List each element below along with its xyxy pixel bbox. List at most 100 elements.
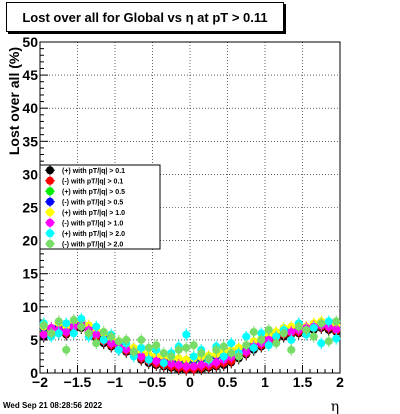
data-point	[39, 321, 48, 330]
data-point	[62, 319, 71, 328]
legend-box	[39, 164, 161, 250]
y-tick-label: 25	[22, 200, 38, 216]
data-point	[294, 322, 303, 331]
data-point	[77, 322, 86, 331]
y-tick-label: 20	[22, 233, 38, 249]
data-point	[69, 322, 78, 331]
legend-entry: (-) with pT/|q| > 1.0	[62, 220, 123, 227]
data-point	[92, 322, 101, 331]
data-point	[92, 330, 101, 339]
y-tick-label: 15	[22, 266, 38, 282]
data-point	[197, 349, 206, 358]
data-point	[54, 317, 63, 326]
data-point	[249, 327, 258, 336]
data-point	[159, 349, 168, 358]
data-point	[249, 343, 258, 352]
x-axis-label: η	[331, 399, 339, 414]
data-point	[69, 316, 78, 325]
legend-marker	[46, 176, 54, 185]
legend-marker	[46, 197, 54, 206]
data-point	[302, 325, 311, 334]
x-tick-label: −1	[107, 374, 123, 390]
data-point	[174, 345, 183, 354]
legend-entry: (-) with pT/|q| > 0.5	[62, 199, 123, 206]
data-point	[212, 345, 221, 354]
data-point	[182, 362, 191, 371]
chart-title: Lost over all for Global vs η at pT > 0.…	[22, 9, 268, 25]
y-tick-label: 30	[22, 166, 38, 182]
y-tick-label: 35	[22, 133, 38, 149]
x-tick-label: 1	[261, 374, 269, 390]
data-point	[332, 334, 341, 343]
y-tick-label: 45	[22, 67, 38, 83]
data-point	[189, 362, 198, 371]
data-point	[309, 323, 318, 332]
legend-marker	[46, 166, 54, 175]
x-tick-label: 2	[336, 374, 344, 390]
data-point	[182, 343, 191, 352]
data-point	[309, 332, 318, 341]
data-point	[272, 332, 281, 341]
data-point	[287, 345, 296, 354]
x-tick-label: −0.5	[139, 374, 167, 390]
data-point	[204, 354, 213, 363]
data-point	[287, 335, 296, 344]
legend: (+) with pT/|q| > 0.1 (-) with pT/|q| > 0…	[39, 164, 161, 250]
data-point	[122, 335, 131, 344]
data-point	[129, 347, 138, 356]
data-point	[219, 352, 228, 361]
data-point	[242, 341, 251, 350]
data-point	[257, 335, 266, 344]
data-point	[174, 354, 183, 363]
x-tick-label: −2	[32, 374, 48, 390]
data-point	[152, 341, 161, 350]
legend-entry: (+) with pT/|q| > 0.5	[62, 189, 125, 196]
data-point	[332, 325, 341, 334]
data-point	[279, 329, 288, 338]
data-point	[189, 341, 198, 350]
timestamp: Wed Sep 21 08:28:56 2022	[3, 401, 103, 410]
legend-entry: (-) with pT/|q| > 2.0	[62, 241, 123, 248]
y-tick-label: 5	[30, 332, 38, 348]
data-point	[54, 329, 63, 338]
data-point	[317, 319, 326, 328]
y-tick-label: 40	[22, 100, 38, 116]
data-point	[107, 339, 116, 348]
y-tick-label: 50	[22, 34, 38, 50]
data-point	[144, 355, 153, 364]
data-point	[234, 352, 243, 361]
data-point	[174, 361, 183, 370]
x-tick-label: 1.5	[293, 374, 313, 390]
x-tick-label: −1.5	[64, 374, 92, 390]
data-point	[332, 317, 341, 326]
data-point	[287, 327, 296, 336]
data-point	[107, 332, 116, 341]
data-point	[62, 327, 71, 336]
data-point	[227, 339, 236, 348]
x-tick-label: 0.5	[218, 374, 238, 390]
data-point	[39, 330, 48, 339]
series-7	[39, 314, 341, 365]
data-point	[77, 314, 86, 323]
legend-marker	[46, 239, 54, 248]
data-point	[92, 339, 101, 348]
data-point	[182, 330, 191, 339]
data-point	[227, 349, 236, 358]
legend-entry: (+) with pT/|q| > 1.0	[62, 210, 125, 217]
data-point	[272, 339, 281, 348]
data-point	[159, 359, 168, 368]
data-point	[264, 325, 273, 334]
legend-entry: (+) with pT/|q| > 2.0	[62, 231, 125, 238]
data-point	[242, 347, 251, 356]
data-point	[212, 358, 221, 367]
data-point	[257, 329, 266, 338]
data-point	[219, 342, 228, 351]
data-point	[69, 329, 78, 338]
data-point	[197, 361, 206, 370]
data-point	[167, 359, 176, 368]
data-point	[62, 345, 71, 354]
data-point	[324, 337, 333, 346]
y-axis-label: Lost over all (%)	[6, 47, 22, 155]
data-point	[114, 345, 123, 354]
legend-entry: (-) with pT/|q| > 0.1	[62, 178, 123, 185]
